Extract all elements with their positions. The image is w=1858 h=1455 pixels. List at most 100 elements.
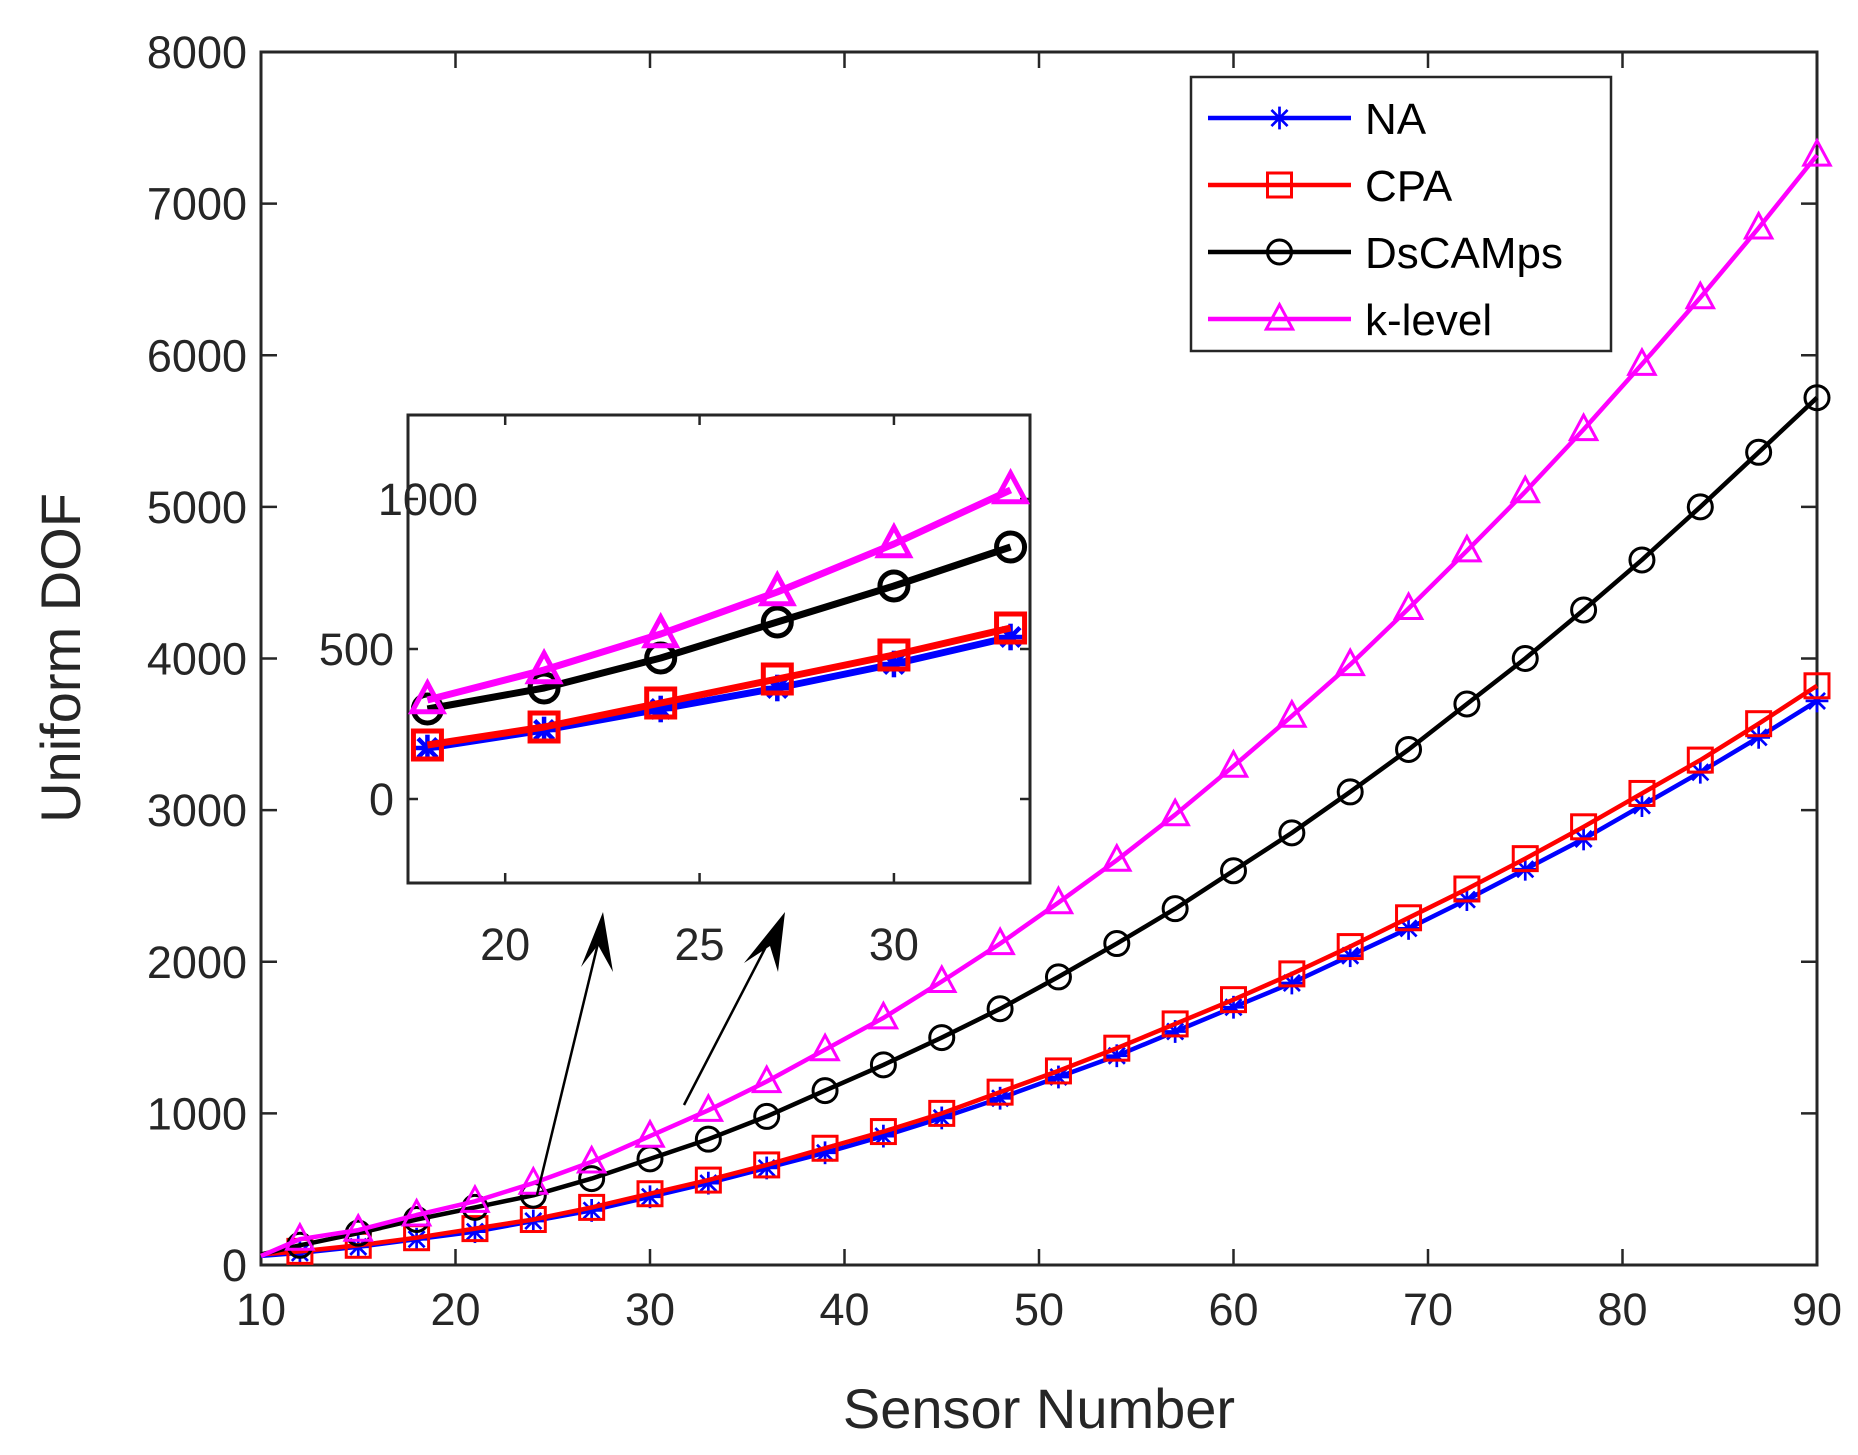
data-point-cpa bbox=[986, 1078, 1014, 1106]
data-point-k-level bbox=[809, 1032, 841, 1062]
data-point-dscamps bbox=[1511, 645, 1539, 672]
data-point-cpa bbox=[694, 1166, 722, 1194]
data-point-cpa bbox=[928, 1099, 956, 1127]
data-point-cpa bbox=[1278, 960, 1306, 988]
inset-y-tick-label: 500 bbox=[319, 624, 394, 675]
data-point-cpa bbox=[1336, 933, 1364, 961]
legend-item-k-level: k-level bbox=[1208, 296, 1492, 345]
inset-axes: 20 25 30 0 500 1000 bbox=[319, 413, 1032, 970]
data-point-k-level bbox=[984, 925, 1016, 956]
data-point-dscamps bbox=[1103, 930, 1131, 958]
data-point-dscamps bbox=[1161, 895, 1189, 923]
data-point-dscamps bbox=[1686, 493, 1714, 521]
x-tick-label: 80 bbox=[1597, 1284, 1647, 1335]
data-point-k-level bbox=[1217, 748, 1250, 778]
zoom-arrow-left-head bbox=[581, 912, 613, 972]
inset-series-cpa bbox=[410, 611, 1028, 762]
legend-marker-cpa bbox=[1266, 171, 1293, 199]
inset-series-line-k-level bbox=[426, 486, 1013, 704]
inset-x-tick-label: 30 bbox=[869, 919, 919, 970]
data-point-cpa bbox=[1570, 813, 1598, 841]
data-point-k-level bbox=[1042, 885, 1075, 915]
inset-data-point-cpa bbox=[527, 710, 561, 744]
data-point-k-level bbox=[1567, 411, 1600, 442]
data-point-cpa bbox=[636, 1180, 664, 1208]
x-tick-label: 60 bbox=[1208, 1284, 1258, 1335]
data-point-cpa bbox=[578, 1193, 606, 1221]
data-point-dscamps bbox=[1336, 778, 1364, 806]
data-point-dscamps bbox=[1803, 384, 1831, 412]
legend: NA CPA DsCAMps k-level bbox=[1189, 75, 1613, 353]
inset-data-point-k-level bbox=[641, 611, 681, 649]
inset-data-point-dscamps bbox=[877, 569, 911, 603]
data-point-k-level bbox=[1334, 647, 1366, 677]
data-point-cpa bbox=[1803, 672, 1831, 700]
legend-label: CPA bbox=[1365, 162, 1453, 211]
inset-data-point-cpa bbox=[644, 686, 678, 720]
data-point-na bbox=[1805, 689, 1829, 713]
data-point-k-level bbox=[1392, 590, 1425, 621]
x-tick-label: 20 bbox=[430, 1284, 480, 1335]
legend-box bbox=[1189, 75, 1613, 353]
series-line-cpa bbox=[260, 683, 1819, 1257]
data-point-k-level bbox=[1742, 210, 1775, 240]
data-point-cpa bbox=[1161, 1010, 1189, 1038]
inset-data-point-dscamps bbox=[994, 530, 1028, 564]
data-point-dscamps bbox=[1628, 546, 1656, 574]
data-point-dscamps bbox=[1044, 963, 1072, 991]
x-axis-label: Sensor Number bbox=[843, 1377, 1235, 1440]
data-point-dscamps bbox=[1453, 690, 1481, 718]
data-point-k-level bbox=[1684, 280, 1717, 310]
zoom-arrows bbox=[535, 912, 785, 1196]
inset-data-point-cpa bbox=[877, 638, 911, 672]
data-point-dscamps bbox=[1278, 819, 1306, 847]
data-point-k-level bbox=[400, 1197, 433, 1227]
data-point-dscamps bbox=[811, 1077, 839, 1105]
y-tick-label: 6000 bbox=[147, 330, 247, 381]
data-point-dscamps bbox=[928, 1024, 956, 1052]
inset-series-line-cpa bbox=[426, 624, 1012, 749]
data-point-cpa bbox=[1686, 746, 1714, 774]
inset-data-point-cpa bbox=[994, 611, 1028, 645]
data-point-cpa bbox=[1511, 845, 1539, 873]
inset-data-point-dscamps bbox=[527, 671, 561, 705]
data-point-k-level bbox=[692, 1092, 725, 1122]
zoom-arrow-right-head bbox=[744, 912, 785, 972]
y-tick-label: 8000 bbox=[147, 27, 247, 78]
legend-item-cpa: CPA bbox=[1208, 162, 1453, 211]
inset-data-point-k-level bbox=[990, 467, 1031, 505]
data-point-cpa bbox=[1745, 710, 1773, 738]
data-point-cpa bbox=[1628, 779, 1656, 807]
data-point-k-level bbox=[1276, 698, 1308, 728]
y-tick-label: 1000 bbox=[147, 1088, 247, 1139]
data-point-dscamps bbox=[869, 1051, 897, 1079]
zoom-arrow-left bbox=[535, 934, 602, 1196]
inset-series-dscamps bbox=[410, 530, 1028, 726]
inset-data-point-cpa bbox=[410, 728, 444, 762]
data-point-k-level bbox=[1451, 533, 1483, 563]
data-point-k-level bbox=[459, 1183, 491, 1213]
data-point-na bbox=[1338, 944, 1362, 968]
data-point-cpa bbox=[1103, 1034, 1131, 1062]
data-point-dscamps bbox=[1395, 735, 1423, 763]
data-point-cpa bbox=[869, 1118, 897, 1146]
data-point-k-level bbox=[284, 1221, 316, 1251]
data-point-dscamps bbox=[1220, 857, 1247, 885]
data-point-dscamps bbox=[753, 1102, 781, 1130]
data-point-cpa bbox=[1044, 1057, 1072, 1085]
data-point-cpa bbox=[461, 1215, 489, 1243]
legend-item-na: NA bbox=[1208, 95, 1427, 144]
data-point-dscamps bbox=[1570, 596, 1598, 624]
data-point-dscamps bbox=[578, 1165, 606, 1193]
data-point-k-level bbox=[926, 963, 958, 994]
legend-marker-na bbox=[1268, 106, 1291, 130]
zoom-arrow-right bbox=[682, 934, 774, 1106]
data-point-k-level bbox=[1101, 842, 1133, 872]
legend-item-dscamps: DsCAMps bbox=[1208, 229, 1563, 278]
data-point-cpa bbox=[1220, 986, 1247, 1014]
y-tick-label: 4000 bbox=[147, 634, 247, 685]
x-tick-label: 30 bbox=[625, 1284, 675, 1335]
inset-data-point-dscamps bbox=[760, 605, 794, 639]
x-tick-label: 90 bbox=[1792, 1284, 1842, 1335]
data-point-k-level bbox=[575, 1144, 608, 1174]
